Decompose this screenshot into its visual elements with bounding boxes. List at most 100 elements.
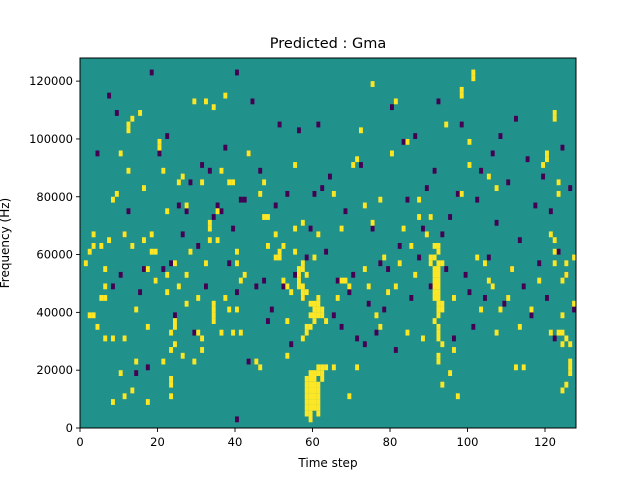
heatmap-cell-high [184,271,189,278]
heatmap-cell-high [556,179,561,186]
heatmap-cell-high [355,364,360,371]
heatmap-cell-high [436,260,441,267]
heatmap-cell-high [560,329,565,336]
heatmap-cell-low [366,300,371,307]
heatmap-cell-high [215,208,220,215]
y-tick-label: 120000 [29,74,73,88]
heatmap-cell-high [173,260,177,267]
heatmap-cell-high [211,318,216,324]
heatmap-cell-high [448,370,453,377]
heatmap-cell-high [211,300,216,307]
heatmap-cell-high [114,190,119,197]
heatmap-cell-low [428,283,433,290]
heatmap-cell-low [436,98,441,105]
heatmap-cell-high [545,156,549,163]
heatmap-cell-low [308,225,313,232]
heatmap-cell-low [254,283,259,290]
heatmap-cell-high [165,208,170,215]
heatmap-cell-high [568,358,573,365]
heatmap-cell-high [417,196,422,203]
heatmap-cell-high [103,335,108,342]
heatmap-cell-low [432,167,437,174]
heatmap-cell-low [285,190,290,197]
heatmap-cell-high [517,323,522,330]
heatmap-cell-high [297,283,301,290]
heatmap-cell-high [304,329,309,336]
heatmap-cell-low [262,277,267,284]
heatmap-cell-high [126,121,131,128]
heatmap-cell-low [393,347,398,353]
heatmap-cell-high [312,306,317,313]
heatmap-cell-low [351,271,356,278]
heatmap-cell-high [111,196,115,203]
heatmap-cell-high [552,248,557,255]
heatmap-cell-high [401,225,406,232]
heatmap-cell-high [366,283,371,290]
heatmap-cell-high [304,375,309,382]
heatmap-cell-high [390,150,394,157]
y-tick-label: 0 [66,421,73,435]
heatmap-cell-high [320,375,325,382]
heatmap-cell-low [335,277,340,284]
heatmap-cell-high [467,162,472,168]
heatmap-cell-low [537,260,542,267]
heatmap-cell-high [483,260,487,267]
heatmap-cell-high [238,277,243,284]
heatmap-cell-high [300,283,305,290]
heatmap-cell-high [215,237,220,244]
heatmap-cell-low [529,312,534,319]
heatmap-cell-low [238,196,243,203]
heatmap-cell-low [293,271,298,278]
heatmap-cell-high [180,352,185,359]
heatmap-cell-low [134,370,139,377]
heatmap-cell-high [312,254,317,261]
heatmap-cell-high [444,121,449,128]
heatmap-cell-low [118,271,123,278]
heatmap-cell-high [316,231,321,238]
heatmap-cell-low [545,295,549,301]
heatmap-cell-low [455,190,460,197]
heatmap-cell-high [169,381,174,388]
heatmap-cell-low [374,329,379,336]
heatmap-cell-high [351,162,356,168]
heatmap-cell-high [459,92,464,99]
heatmap-cell-high [87,312,92,319]
heatmap-cell-high [304,393,309,400]
heatmap-cell-low [405,196,410,203]
heatmap-cell-high [370,219,375,226]
heatmap-cell-high [293,162,298,168]
heatmap-cell-high [184,202,189,209]
heatmap-cell-low [463,271,468,278]
heatmap-cell-high [308,399,313,405]
heatmap-cell-low [382,306,387,313]
heatmap-cell-high [436,248,441,255]
heatmap-cell-high [312,387,317,394]
heatmap-cell-high [192,98,197,105]
heatmap-cell-high [173,323,177,330]
heatmap-cell-high [362,266,367,272]
heatmap-cell-low [277,121,282,128]
heatmap-cell-high [440,381,445,388]
heatmap-cell-high [572,254,577,261]
heatmap-cell-high [436,243,441,249]
heatmap-cell-high [227,306,232,313]
heatmap-cell-high [316,393,321,400]
heatmap-cell-low [362,341,367,348]
heatmap-cell-high [436,312,441,319]
heatmap-cell-high [312,318,317,324]
heatmap-cell-high [293,225,298,232]
heatmap-cell-high [560,312,565,319]
heatmap-cell-high [219,167,224,174]
heatmap-cell-high [436,306,441,313]
heatmap-cell-low [413,133,418,139]
heatmap-cell-high [440,306,445,313]
heatmap-cell-low [173,312,177,319]
heatmap-cell-high [304,404,309,411]
heatmap-cell-low [459,121,464,128]
heatmap-cell-high [111,335,115,342]
heatmap-cell-low [95,150,100,157]
heatmap-cell-high [455,393,460,400]
heatmap-cell-low [304,254,309,261]
heatmap-cell-high [556,329,561,336]
heatmap-background [80,58,576,428]
